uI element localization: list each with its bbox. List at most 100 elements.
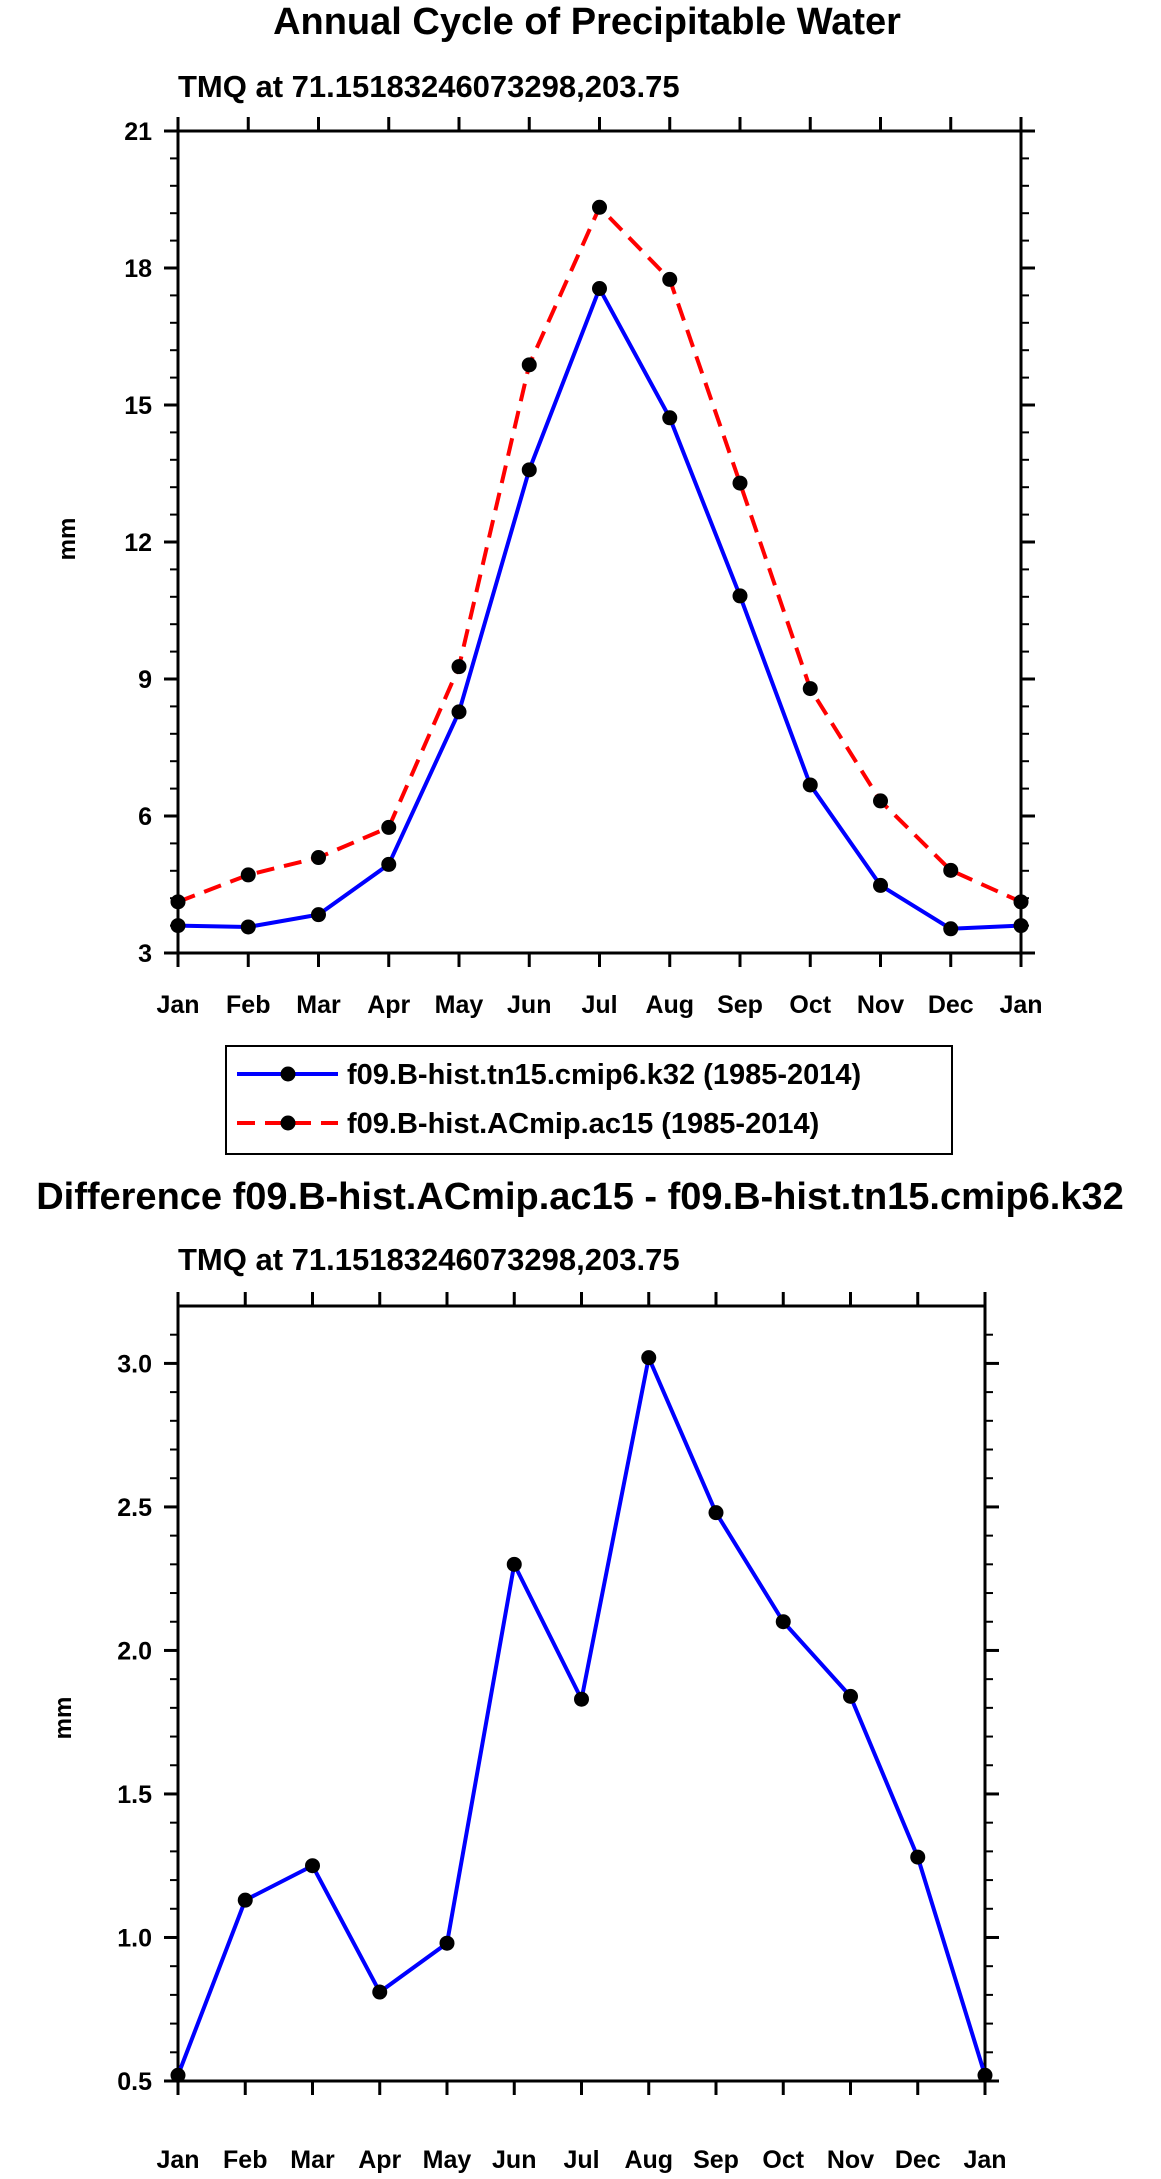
data-point-series-2 xyxy=(943,862,959,878)
x-tick-label: Dec xyxy=(928,991,974,1019)
x-tick-label: Sep xyxy=(693,2146,739,2174)
x-tick-label: Dec xyxy=(895,2146,941,2174)
x-tick-label: May xyxy=(435,991,484,1019)
data-point-series-1 xyxy=(170,918,186,934)
annual-cycle-panel: Annual Cycle of Precipitable Water TMQ a… xyxy=(54,1,1043,1155)
x-tick-label: Feb xyxy=(223,2146,267,2174)
legend-marker-series-1 xyxy=(280,1066,296,1082)
x-tick-label: Oct xyxy=(762,2146,804,2174)
data-point-series-1 xyxy=(977,2067,993,2083)
data-point-series-1 xyxy=(708,1505,724,1521)
x-tick-label: Nov xyxy=(827,2146,874,2174)
data-point-series-1 xyxy=(237,1892,253,1908)
x-tick-label: Feb xyxy=(226,991,270,1019)
y-axis-label: mm xyxy=(54,518,81,561)
x-tick-label: Oct xyxy=(789,991,831,1019)
data-point-series-1 xyxy=(240,919,256,935)
x-tick-label: Jan xyxy=(963,2146,1006,2174)
data-point-series-1 xyxy=(843,1688,858,1704)
data-point-series-2 xyxy=(381,819,397,835)
data-point-series-2 xyxy=(802,681,818,697)
data-point-series-2 xyxy=(662,271,678,287)
x-tick-label: Mar xyxy=(296,991,341,1019)
x-tick-label: Jun xyxy=(492,2146,536,2174)
chart-subtitle: TMQ at 71.15183246073298,203.75 xyxy=(178,69,680,104)
x-tick-label: Jul xyxy=(563,2146,599,2174)
data-point-series-1 xyxy=(451,704,467,720)
data-point-series-1 xyxy=(381,856,397,872)
legend-marker-series-2 xyxy=(280,1115,296,1131)
y-tick-label: 21 xyxy=(124,118,152,146)
legend: f09.B-hist.tn15.cmip6.k32 (1985-2014) f0… xyxy=(225,1045,953,1155)
x-tick-label: May xyxy=(423,2146,472,2174)
data-point-series-2 xyxy=(451,659,467,675)
y-tick-label: 3.0 xyxy=(117,1350,152,1378)
data-point-series-2 xyxy=(170,894,186,910)
data-point-series-1 xyxy=(439,1935,455,1951)
y-tick-label: 1.5 xyxy=(117,1781,152,1809)
data-point-series-2 xyxy=(592,199,607,215)
x-tick-label: Jan xyxy=(999,991,1042,1019)
y-tick-label: 6 xyxy=(138,803,152,831)
y-tick-label: 15 xyxy=(124,392,152,420)
data-point-series-1 xyxy=(802,777,818,793)
data-point-series-1 xyxy=(641,1350,657,1366)
data-point-series-2 xyxy=(240,867,256,883)
y-tick-label: 12 xyxy=(124,529,152,557)
x-tick-label: Aug xyxy=(645,991,694,1019)
series-layer xyxy=(170,1350,993,2083)
series-line-1 xyxy=(176,1355,987,2076)
x-tick-label: Apr xyxy=(358,2146,401,2174)
y-tick-label: 0.5 xyxy=(117,2068,152,2096)
data-point-series-2 xyxy=(521,357,537,373)
data-point-series-1 xyxy=(873,877,888,893)
series-layer xyxy=(170,199,1029,937)
data-point-series-1 xyxy=(170,2067,186,2083)
y-tick-label: 3 xyxy=(138,940,152,968)
data-point-series-1 xyxy=(732,588,748,604)
x-tick-label: Jun xyxy=(507,991,551,1019)
data-point-series-1 xyxy=(305,1858,320,1874)
data-point-series-1 xyxy=(372,1984,388,2000)
legend-box xyxy=(225,1045,953,1155)
y-axis-label: mm xyxy=(50,1697,77,1740)
plot-axes: Jan Feb Mar Apr May Jun Jul Aug Sep Oct Nov Dec Jan 0… xyxy=(117,1292,1007,2174)
x-tick-label: Aug xyxy=(624,2146,673,2174)
x-tick-label: Jan xyxy=(156,2146,199,2174)
data-point-series-2 xyxy=(732,475,748,491)
data-point-series-1 xyxy=(592,281,607,297)
data-point-series-1 xyxy=(662,410,678,426)
data-point-series-1 xyxy=(506,1556,522,1572)
series-line-1 xyxy=(177,286,1022,931)
plot-axes: Jan Feb Mar Apr May Jun Jul Aug Sep Oct Nov Dec Jan3… xyxy=(124,117,1043,1019)
data-point-series-1 xyxy=(574,1691,589,1707)
data-point-series-1 xyxy=(1013,918,1029,934)
y-tick-label: 18 xyxy=(124,255,152,283)
x-tick-label: Apr xyxy=(367,991,410,1019)
data-point-series-1 xyxy=(910,1849,926,1865)
plot-frame xyxy=(176,129,1023,955)
y-tick-label: 2.0 xyxy=(117,1637,152,1665)
series-line-2 xyxy=(177,205,1022,904)
x-tick-label: Nov xyxy=(857,991,904,1019)
data-point-series-1 xyxy=(311,907,326,923)
data-point-series-1 xyxy=(775,1614,791,1630)
x-tick-label: Jan xyxy=(156,991,199,1019)
legend-label-series-1: f09.B-hist.tn15.cmip6.k32 (1985-2014) xyxy=(347,1059,861,1091)
difference-panel: Difference f09.B-hist.ACmip.ac15 - f09.B… xyxy=(36,1176,1124,2174)
chart-subtitle: TMQ at 71.15183246073298,203.75 xyxy=(178,1242,680,1277)
data-point-series-2 xyxy=(873,793,888,809)
y-tick-label: 2.5 xyxy=(117,1494,152,1522)
legend-label-series-2: f09.B-hist.ACmip.ac15 (1985-2014) xyxy=(347,1108,819,1140)
y-tick-label: 9 xyxy=(138,666,152,694)
data-point-series-1 xyxy=(943,921,959,937)
data-point-series-1 xyxy=(521,462,537,478)
chart-title: Annual Cycle of Precipitable Water xyxy=(273,1,901,43)
x-tick-label: Jul xyxy=(581,991,617,1019)
x-tick-label: Mar xyxy=(290,2146,335,2174)
x-tick-label: Sep xyxy=(717,991,763,1019)
data-point-series-2 xyxy=(311,850,326,866)
data-point-series-2 xyxy=(1013,894,1029,910)
chart-title: Difference f09.B-hist.ACmip.ac15 - f09.B… xyxy=(36,1176,1124,1218)
